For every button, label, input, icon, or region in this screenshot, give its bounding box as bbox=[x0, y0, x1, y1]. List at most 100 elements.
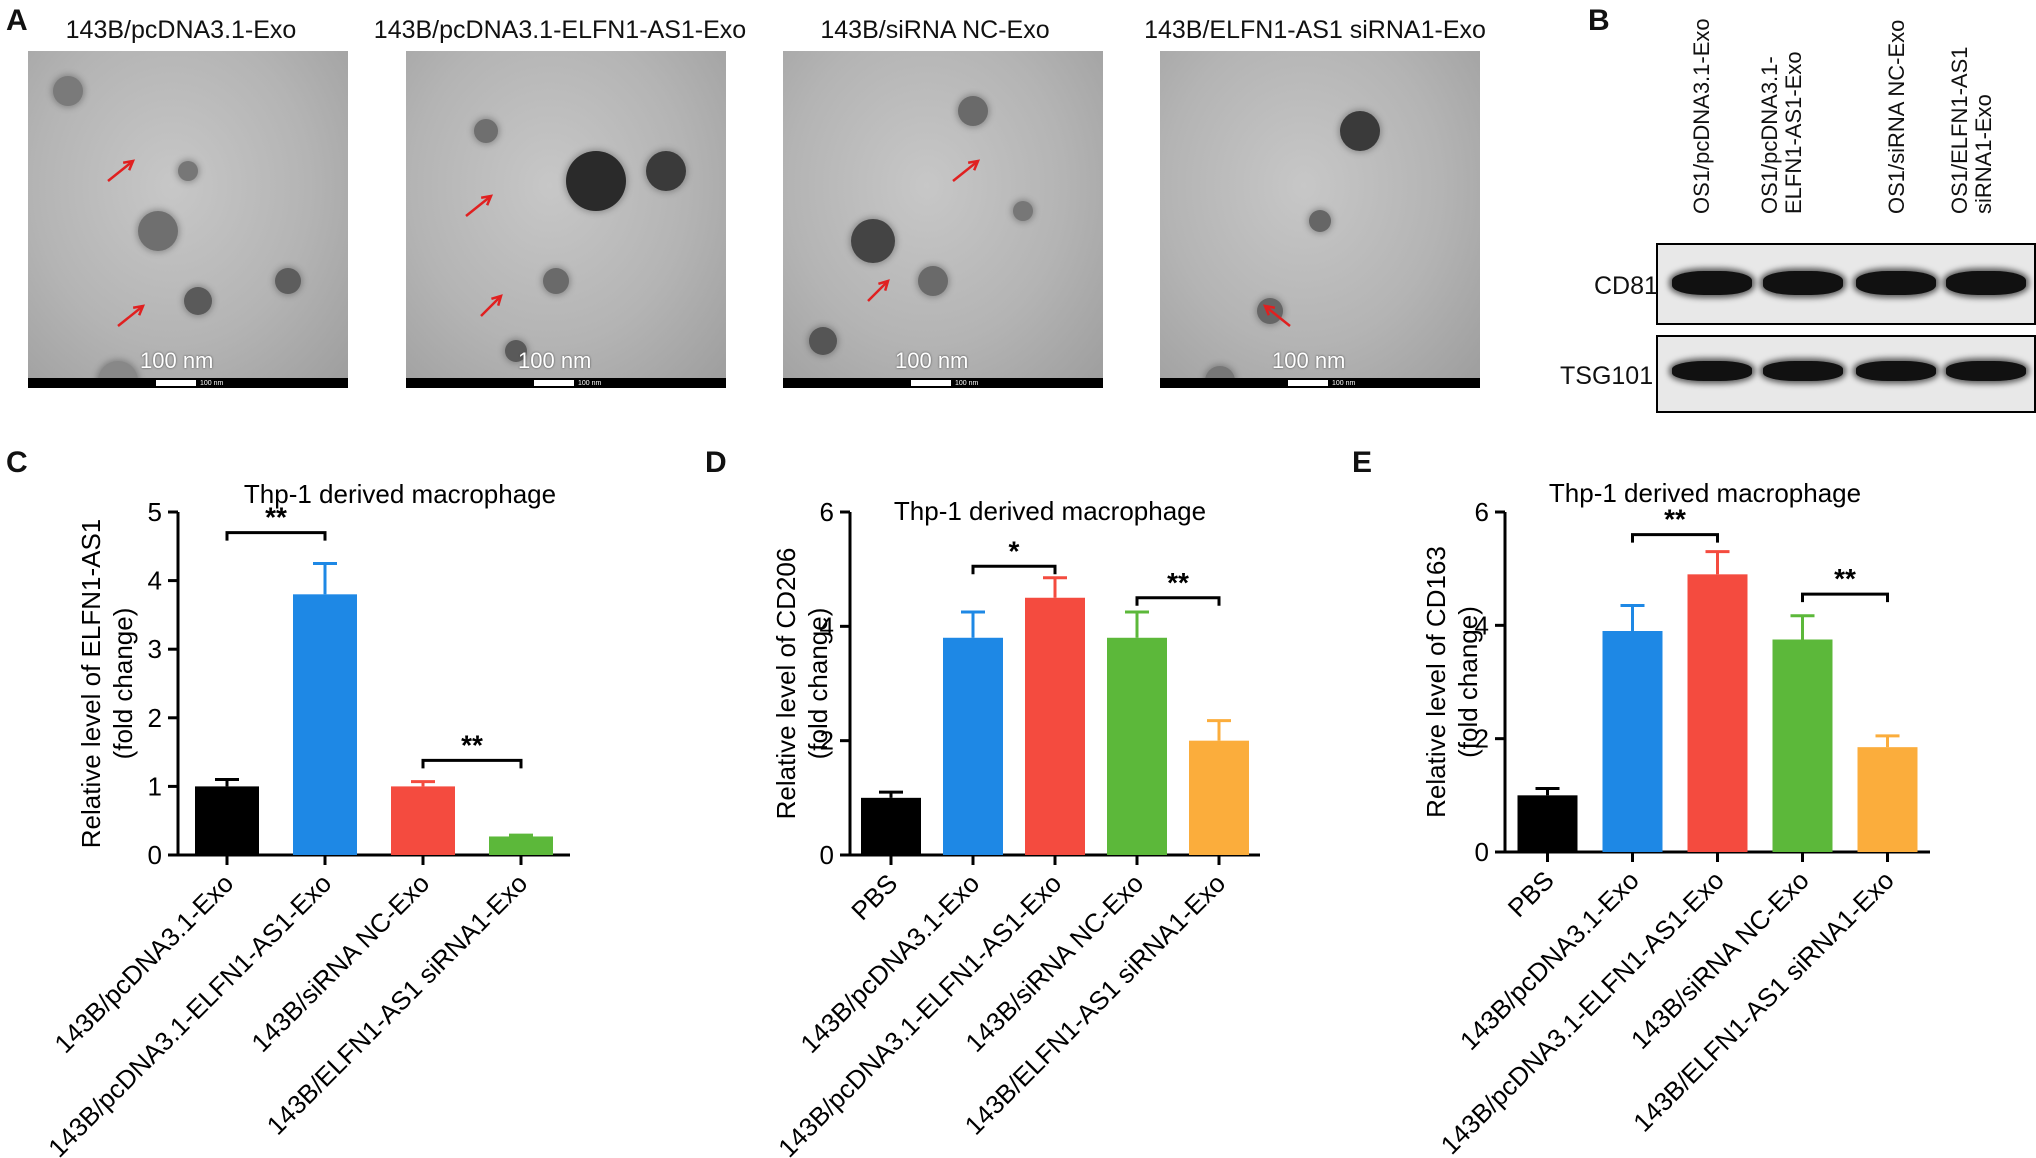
blot-band bbox=[1763, 361, 1843, 381]
x-tick-label: 143B/siRNA NC-Exo bbox=[245, 868, 435, 1058]
vesicle-blob bbox=[566, 151, 626, 211]
vesicle-blob bbox=[958, 96, 988, 126]
tem-title-2: 143B/pcDNA3.1-ELFN1-AS1-Exo bbox=[373, 16, 747, 44]
bar bbox=[489, 836, 553, 855]
blot-lane-label: OS1/pcDNA3.1-Exo bbox=[1689, 18, 1714, 214]
y-axis-label: (fold change) bbox=[1453, 606, 1483, 758]
bar bbox=[391, 786, 455, 855]
panel-letter-c: C bbox=[6, 446, 28, 479]
blot-band bbox=[1946, 361, 2026, 381]
vesicle-blob bbox=[138, 211, 178, 251]
vesicle-blob bbox=[918, 266, 948, 296]
y-tick-label: 2 bbox=[820, 726, 834, 756]
scale-bar bbox=[534, 380, 574, 386]
bar bbox=[1602, 631, 1663, 852]
blot-cd81 bbox=[1656, 243, 2036, 325]
scale-bar-label: 100 nm bbox=[140, 348, 214, 373]
vesicle-blob bbox=[646, 151, 686, 191]
tem-image-2: 100 nm 100 nm bbox=[406, 51, 726, 388]
vesicle-blob bbox=[543, 268, 569, 294]
y-axis-label: Relative level of CD163 bbox=[1421, 546, 1451, 818]
tem-title-4: 143B/ELFN1-AS1 siRNA1-Exo bbox=[1144, 16, 1486, 44]
x-tick-label: PBS bbox=[1502, 865, 1560, 923]
y-tick-label: 4 bbox=[820, 611, 834, 641]
bar bbox=[1189, 740, 1249, 855]
chart-title: Thp-1 derived macrophage bbox=[894, 496, 1206, 526]
panel-letter-a: A bbox=[6, 4, 28, 37]
vesicle-blob bbox=[184, 287, 212, 315]
red-arrow-icon bbox=[952, 159, 981, 182]
chart-title: Thp-1 derived macrophage bbox=[244, 479, 556, 509]
vesicle-blob bbox=[1340, 111, 1380, 151]
significance-bracket bbox=[1631, 533, 1719, 543]
tem-image-3: 100 nm 100 nm bbox=[783, 51, 1103, 388]
bar bbox=[861, 797, 921, 855]
chart-title: Thp-1 derived macrophage bbox=[1549, 478, 1861, 508]
tem-image-4: 100 nm 100 nm bbox=[1160, 51, 1480, 388]
blot-band bbox=[1672, 361, 1752, 381]
significance-label: ** bbox=[1834, 563, 1856, 594]
blot-tsg101 bbox=[1656, 335, 2036, 413]
panel-letter-b: B bbox=[1588, 4, 1610, 37]
y-tick-label: 2 bbox=[148, 703, 162, 733]
y-tick-label: 0 bbox=[148, 840, 162, 870]
significance-label: * bbox=[1009, 535, 1020, 566]
vesicle-blob bbox=[1013, 201, 1033, 221]
red-arrow-icon bbox=[107, 159, 136, 182]
significance-label: ** bbox=[461, 729, 483, 760]
y-tick-label: 5 bbox=[148, 497, 162, 527]
blot-label-cd81: CD81 bbox=[1594, 272, 1658, 300]
scale-bar-tiny-label: 100 nm bbox=[578, 380, 602, 387]
panel-letter-d: D bbox=[705, 446, 727, 479]
scale-bar bbox=[156, 380, 196, 386]
red-arrow-icon bbox=[117, 304, 146, 327]
x-tick-label: PBS bbox=[845, 868, 903, 926]
y-tick-label: 4 bbox=[1475, 610, 1489, 640]
blot-lane-label: OS1/ELFN1-AS1 siRNA1-Exo bbox=[1947, 46, 1996, 214]
y-axis-label: (fold change) bbox=[108, 608, 138, 760]
y-tick-label: 6 bbox=[1475, 497, 1489, 527]
bar bbox=[1107, 637, 1167, 855]
vesicle-blob bbox=[275, 268, 301, 294]
blot-lane-label: OS1/siRNA NC-Exo bbox=[1884, 19, 1909, 214]
blot-band bbox=[1672, 271, 1752, 295]
significance-label: ** bbox=[265, 502, 287, 533]
vesicle-blob bbox=[178, 161, 198, 181]
significance-bracket bbox=[1801, 592, 1889, 603]
blot-band bbox=[1763, 271, 1843, 295]
scale-bar-label: 100 nm bbox=[1272, 348, 1346, 373]
red-arrow-icon bbox=[465, 194, 494, 217]
y-tick-label: 6 bbox=[820, 497, 834, 527]
bar bbox=[1025, 597, 1085, 855]
significance-label: ** bbox=[1664, 504, 1686, 535]
bar bbox=[1772, 639, 1833, 852]
blot-label-tsg101: TSG101 bbox=[1560, 362, 1654, 390]
tem-title-1: 143B/pcDNA3.1-Exo bbox=[65, 16, 297, 44]
vesicle-blob bbox=[505, 340, 527, 362]
bar bbox=[1517, 795, 1578, 852]
y-tick-label: 1 bbox=[148, 771, 162, 801]
red-arrow-icon bbox=[480, 294, 503, 317]
tem-image-1: 100 nm 100 nm bbox=[28, 51, 348, 388]
significance-bracket bbox=[971, 564, 1057, 575]
vesicle-blob bbox=[474, 119, 498, 143]
bar bbox=[195, 786, 259, 855]
bar bbox=[1857, 747, 1918, 852]
bar bbox=[1687, 574, 1748, 852]
vesicle-blob bbox=[851, 219, 895, 263]
blot-band bbox=[1856, 361, 1936, 381]
y-axis-label: Relative level of CD206 bbox=[771, 548, 801, 820]
scale-bar-tiny-label: 100 nm bbox=[955, 380, 979, 387]
significance-bracket bbox=[1135, 596, 1221, 606]
scale-bar bbox=[911, 380, 951, 386]
vesicle-blob bbox=[809, 327, 837, 355]
bar bbox=[293, 594, 357, 855]
blot-band bbox=[1856, 271, 1936, 295]
chart-d: Thp-1 derived macrophage Relative level o… bbox=[771, 496, 1260, 1158]
scale-bar-label: 100 nm bbox=[518, 348, 592, 373]
red-arrow-icon bbox=[1262, 304, 1291, 327]
y-tick-label: 0 bbox=[820, 840, 834, 870]
significance-bracket bbox=[421, 758, 523, 769]
y-tick-label: 4 bbox=[148, 566, 162, 596]
y-axis-label: Relative level of ELFN1-AS1 bbox=[76, 519, 106, 848]
